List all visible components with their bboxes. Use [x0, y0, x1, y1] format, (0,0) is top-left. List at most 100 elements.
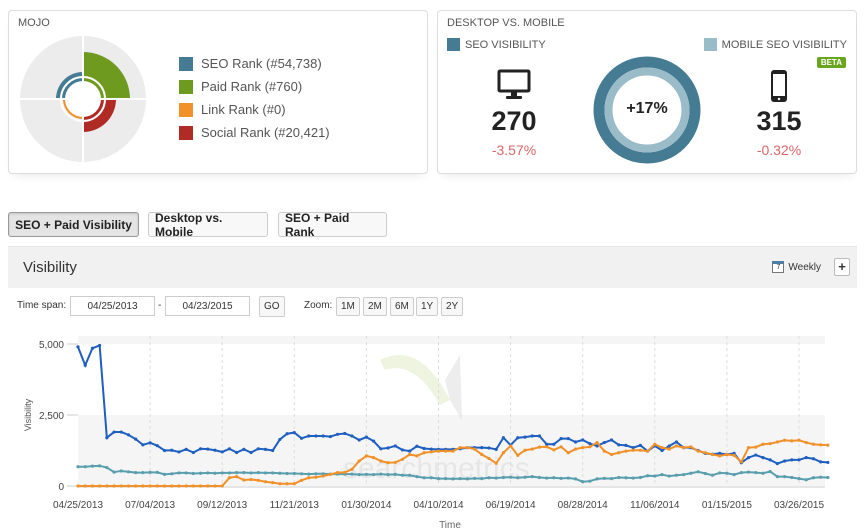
- data-point[interactable]: [242, 471, 246, 475]
- data-point[interactable]: [754, 453, 758, 457]
- data-point[interactable]: [198, 484, 203, 488]
- data-point[interactable]: [227, 471, 232, 475]
- data-point[interactable]: [660, 446, 664, 450]
- data-point[interactable]: [184, 471, 188, 475]
- data-point[interactable]: [307, 434, 311, 438]
- data-point[interactable]: [90, 484, 95, 488]
- data-point[interactable]: [530, 475, 534, 479]
- data-point[interactable]: [768, 469, 772, 474]
- data-point[interactable]: [249, 450, 253, 455]
- data-point[interactable]: [804, 440, 808, 445]
- data-point[interactable]: [703, 471, 707, 476]
- data-point[interactable]: [227, 476, 232, 480]
- data-point[interactable]: [350, 434, 354, 438]
- data-point[interactable]: [177, 471, 181, 475]
- data-point[interactable]: [566, 451, 570, 455]
- data-point[interactable]: [162, 484, 167, 488]
- data-point[interactable]: [350, 472, 354, 476]
- data-point[interactable]: [408, 473, 412, 477]
- data-point[interactable]: [155, 470, 159, 474]
- data-point[interactable]: [754, 445, 758, 449]
- data-point[interactable]: [328, 434, 332, 439]
- data-point[interactable]: [638, 475, 642, 480]
- data-point[interactable]: [819, 475, 823, 479]
- data-point[interactable]: [674, 444, 679, 448]
- data-point[interactable]: [76, 484, 80, 488]
- data-point[interactable]: [552, 476, 556, 480]
- data-point[interactable]: [386, 473, 390, 477]
- data-point[interactable]: [400, 473, 405, 477]
- data-point[interactable]: [400, 448, 405, 452]
- data-point[interactable]: [134, 471, 138, 475]
- data-point[interactable]: [826, 443, 830, 447]
- data-point[interactable]: [263, 480, 268, 484]
- data-point[interactable]: [602, 476, 606, 480]
- data-point[interactable]: [177, 450, 181, 454]
- data-point[interactable]: [90, 346, 95, 350]
- data-point[interactable]: [739, 471, 743, 475]
- data-point[interactable]: [516, 453, 520, 457]
- data-point[interactable]: [162, 448, 167, 453]
- data-point[interactable]: [198, 447, 203, 451]
- data-point[interactable]: [609, 438, 614, 442]
- data-point[interactable]: [775, 475, 779, 479]
- data-point[interactable]: [782, 438, 787, 442]
- data-point[interactable]: [235, 475, 239, 479]
- data-point[interactable]: [552, 448, 556, 452]
- data-point[interactable]: [595, 477, 599, 481]
- data-point[interactable]: [299, 478, 304, 482]
- data-point[interactable]: [112, 484, 116, 488]
- data-point[interactable]: [76, 465, 80, 469]
- data-point[interactable]: [170, 472, 174, 476]
- data-point[interactable]: [581, 480, 585, 484]
- data-point[interactable]: [415, 454, 419, 458]
- data-point[interactable]: [588, 445, 592, 449]
- data-point[interactable]: [516, 436, 520, 440]
- data-point[interactable]: [638, 443, 642, 447]
- data-point[interactable]: [768, 458, 772, 462]
- data-point[interactable]: [271, 448, 275, 453]
- data-point[interactable]: [436, 477, 441, 481]
- data-point[interactable]: [285, 471, 289, 476]
- data-point[interactable]: [134, 484, 138, 488]
- data-point[interactable]: [595, 440, 599, 445]
- zoom-1y-button[interactable]: 1Y: [416, 297, 439, 316]
- data-point[interactable]: [299, 472, 304, 476]
- data-point[interactable]: [249, 471, 253, 475]
- data-point[interactable]: [285, 432, 289, 436]
- data-point[interactable]: [386, 446, 390, 450]
- data-point[interactable]: [105, 465, 109, 470]
- data-point[interactable]: [119, 469, 123, 473]
- data-point[interactable]: [242, 478, 246, 482]
- data-point[interactable]: [617, 443, 621, 447]
- data-point[interactable]: [811, 476, 816, 480]
- data-point[interactable]: [573, 447, 578, 451]
- data-point[interactable]: [227, 447, 232, 451]
- data-point[interactable]: [811, 442, 816, 446]
- data-point[interactable]: [235, 471, 239, 475]
- data-point[interactable]: [364, 472, 368, 476]
- data-point[interactable]: [573, 477, 578, 481]
- data-point[interactable]: [307, 472, 311, 476]
- data-point[interactable]: [487, 446, 491, 450]
- data-point[interactable]: [804, 456, 808, 460]
- data-point[interactable]: [465, 446, 469, 450]
- data-point[interactable]: [263, 471, 268, 475]
- data-point[interactable]: [112, 470, 116, 474]
- data-point[interactable]: [797, 477, 801, 481]
- data-point[interactable]: [379, 472, 383, 476]
- zoom-2m-button[interactable]: 2M: [363, 297, 387, 316]
- data-point[interactable]: [335, 471, 340, 475]
- data-point[interactable]: [112, 430, 116, 434]
- data-point[interactable]: [545, 442, 549, 446]
- data-point[interactable]: [537, 434, 542, 438]
- data-point[interactable]: [436, 449, 441, 453]
- data-point[interactable]: [609, 477, 614, 481]
- data-point[interactable]: [782, 459, 787, 463]
- data-point[interactable]: [213, 471, 217, 475]
- data-point[interactable]: [314, 472, 318, 476]
- data-point[interactable]: [256, 478, 260, 482]
- data-point[interactable]: [170, 484, 174, 488]
- data-point[interactable]: [393, 444, 397, 448]
- data-point[interactable]: [545, 476, 549, 480]
